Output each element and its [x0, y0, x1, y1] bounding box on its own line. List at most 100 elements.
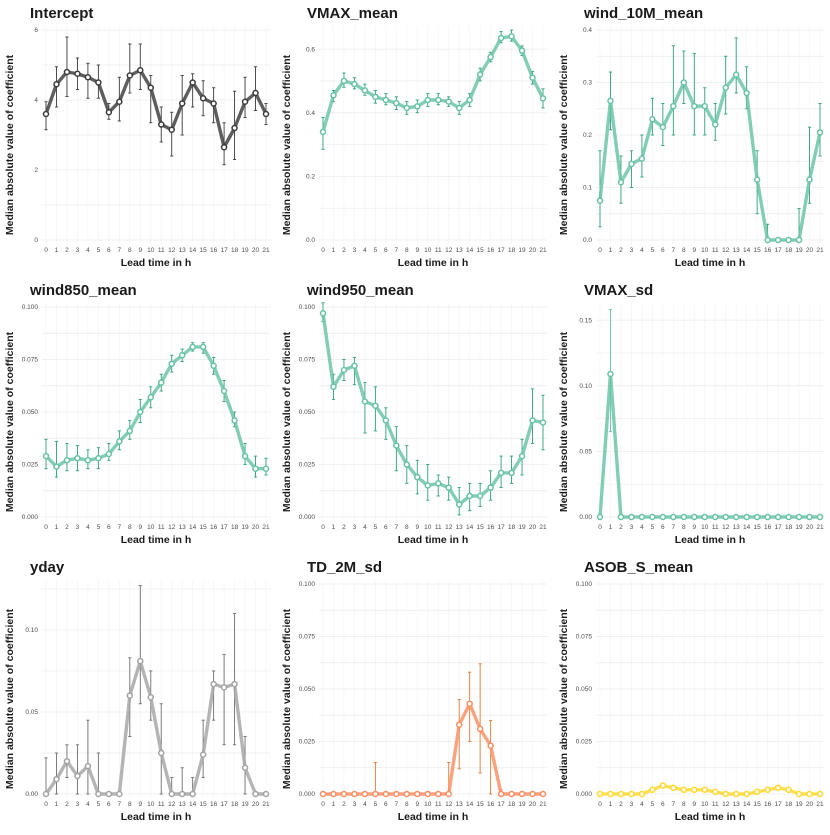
y-tick-label: 6: [34, 27, 38, 34]
data-point: [53, 463, 60, 470]
y-axis: 0.000 0.025 0.050 0.075 0.100: [299, 581, 316, 798]
x-tick-label: 12: [445, 801, 453, 808]
y-tick-label: 0.050: [299, 686, 316, 693]
data-point: [691, 102, 698, 110]
x-tick-label: 6: [661, 801, 665, 808]
panel-title: VMAX_sd: [584, 282, 653, 299]
x-axis: 0 1 2 3 4 5 6 7 8 9 10 11 12 13 14 15 16 17 18 19 20 21: [598, 801, 824, 808]
data-point: [680, 513, 688, 521]
y-tick-label: 0.075: [299, 357, 316, 364]
x-tick-label: 8: [128, 524, 132, 531]
x-tick-label: 14: [189, 247, 197, 254]
data-point: [372, 402, 379, 409]
x-tick-label: 6: [661, 524, 665, 531]
x-tick-label: 20: [806, 801, 814, 808]
x-axis-title: Lead time in h: [675, 257, 746, 269]
data-point: [84, 74, 92, 81]
data-point: [116, 438, 123, 445]
data-point: [361, 790, 369, 798]
data-point: [403, 461, 411, 468]
data-point: [487, 53, 494, 61]
data-point: [393, 99, 400, 107]
x-tick-label: 11: [158, 524, 165, 531]
data-points: [319, 700, 547, 798]
y-tick-label: 0.000: [22, 514, 39, 521]
x-tick-label: 17: [774, 247, 782, 254]
y-tick-label: 2: [34, 167, 38, 174]
x-tick-label: 20: [529, 524, 537, 531]
data-point: [638, 513, 646, 521]
x-tick-label: 16: [487, 801, 495, 808]
x-tick-label: 5: [651, 524, 655, 531]
x-tick-label: 1: [332, 247, 336, 254]
data-point: [722, 84, 729, 91]
data-point: [241, 764, 249, 771]
data-point: [743, 89, 750, 97]
series-line: [44, 68, 268, 149]
series-line: [598, 72, 822, 242]
data-point: [424, 790, 432, 798]
data-point: [753, 176, 761, 183]
data-point: [95, 79, 102, 86]
data-point: [424, 482, 432, 489]
gridlines: [319, 580, 547, 798]
chart-svg: 0.00.10.20.30.40 1 2 3 4 5 6 7 8 9 10 11 12 13 14 15 16 1…: [558, 5, 824, 269]
x-tick-label: 15: [200, 524, 208, 531]
x-tick-label: 16: [764, 247, 772, 254]
data-point: [455, 104, 463, 112]
x-tick-label: 8: [682, 247, 686, 254]
x-tick-label: 15: [754, 801, 762, 808]
x-tick-label: 6: [107, 801, 111, 808]
x-tick-label: 18: [508, 247, 516, 254]
data-point: [84, 762, 92, 770]
x-axis-title: Lead time in h: [675, 811, 746, 823]
x-tick-label: 21: [816, 247, 824, 254]
x-tick-label: 19: [795, 801, 803, 808]
y-tick-label: 0.075: [576, 634, 593, 641]
x-tick-label: 16: [764, 801, 772, 808]
x-tick-label: 3: [630, 801, 634, 808]
data-point: [340, 366, 348, 374]
x-tick-label: 13: [179, 524, 187, 531]
x-tick-label: 8: [405, 247, 409, 254]
chart-panel-7: 0.00 0.05 0.10 0 1 2 3 4 5 6 7 8 9 10 11 12 13 14 15 16 17 18…: [0, 554, 276, 830]
x-tick-label: 12: [445, 524, 453, 531]
data-point: [649, 513, 656, 521]
data-point: [529, 74, 536, 81]
data-point: [220, 144, 228, 151]
x-tick-label: 4: [640, 247, 644, 254]
data-point: [319, 128, 327, 136]
data-point: [670, 102, 677, 110]
data-point: [157, 379, 165, 386]
data-point: [137, 408, 144, 416]
series-line: [323, 701, 543, 796]
data-point: [497, 790, 505, 798]
x-tick-label: 3: [353, 524, 357, 531]
x-tick-label: 11: [158, 801, 165, 808]
x-tick-label: 18: [785, 801, 793, 808]
data-point: [659, 513, 667, 521]
x-tick-label: 11: [712, 524, 719, 531]
data-point: [753, 513, 761, 521]
chart-panel-5: 0.000 0.025 0.050 0.075 0.100 0 1 2 3 4 5 6 7 8 9 10 11 1…: [277, 277, 553, 553]
x-tick-label: 5: [651, 801, 655, 808]
y-tick-label: 0.3: [583, 80, 592, 87]
data-point: [518, 452, 526, 460]
y-tick-label: 0.100: [299, 304, 316, 311]
panel-title: VMAX_mean: [307, 5, 398, 22]
y-tick-label: 0.100: [299, 581, 316, 588]
x-tick-label: 13: [733, 801, 741, 808]
x-tick-label: 9: [138, 801, 142, 808]
x-tick-label: 3: [76, 801, 80, 808]
x-tick-label: 12: [168, 524, 176, 531]
y-tick-label: 0.1: [583, 185, 592, 192]
data-point: [732, 71, 740, 78]
data-point: [126, 427, 134, 435]
data-points: [42, 657, 270, 798]
x-tick-label: 1: [609, 801, 613, 808]
data-point: [711, 513, 719, 521]
data-point: [116, 98, 123, 105]
